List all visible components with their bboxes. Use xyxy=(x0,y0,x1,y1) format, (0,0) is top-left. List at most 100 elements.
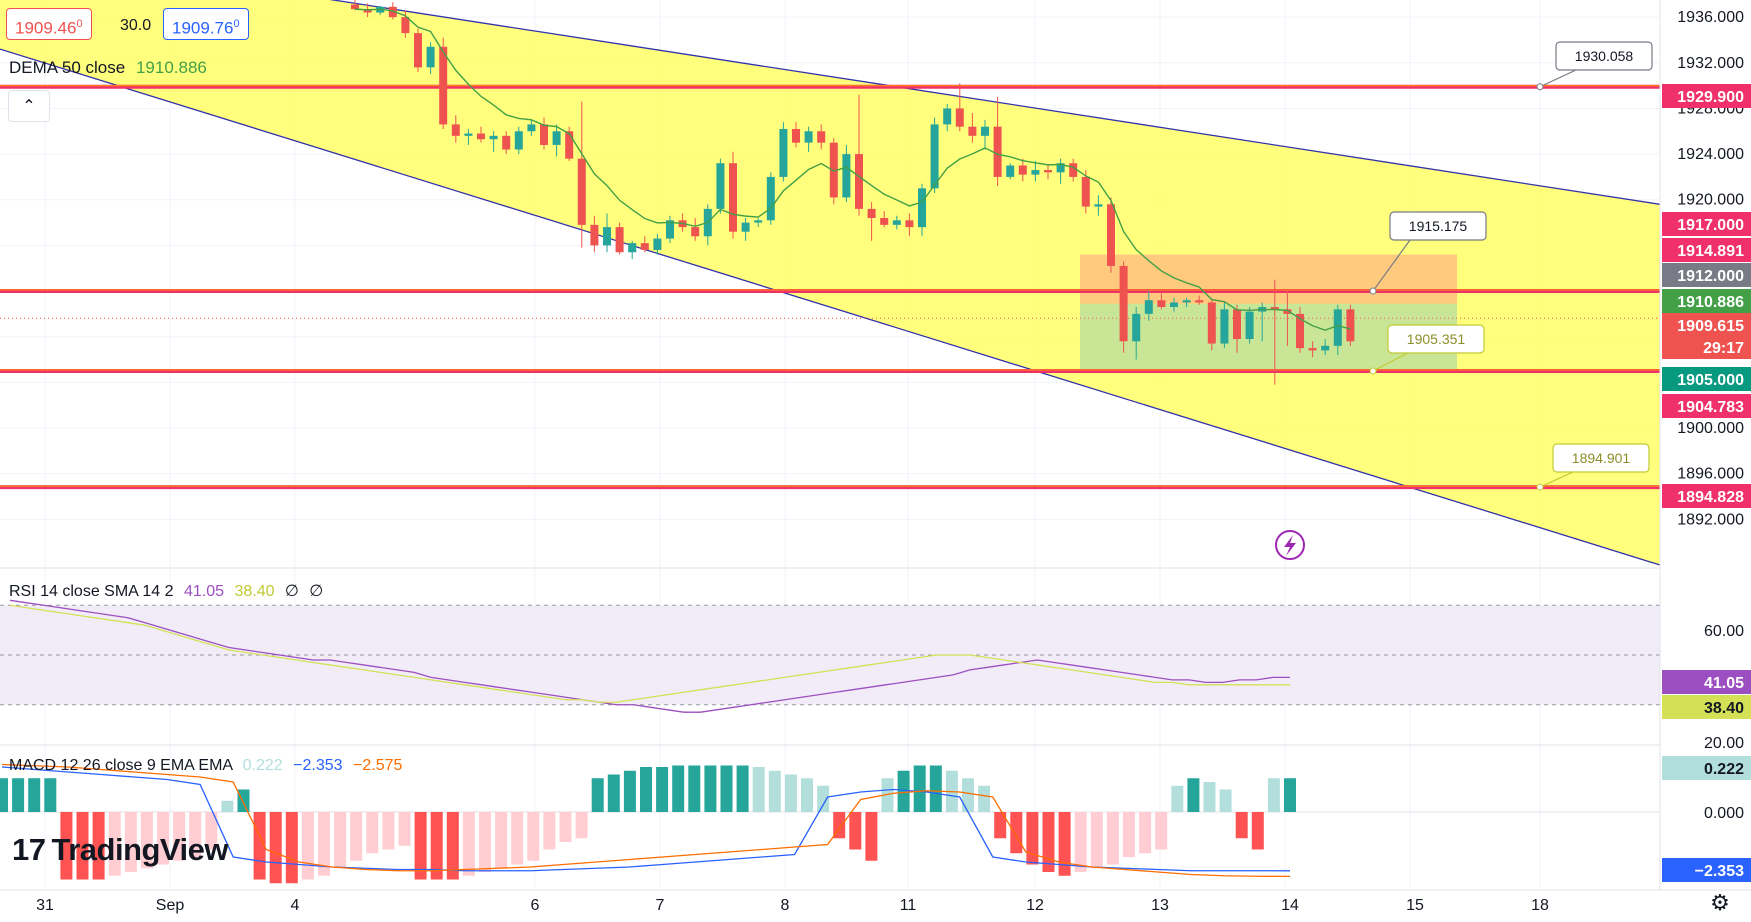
price-axes[interactable]: 1936.0001932.0001928.0001924.0001920.000… xyxy=(1659,0,1751,922)
price-tag-label: 1909.615 xyxy=(1677,318,1744,335)
time-tick: 4 xyxy=(291,897,300,914)
rsi-extra2: ∅ xyxy=(309,583,324,600)
macd-histogram-bar xyxy=(704,765,717,812)
candle-body xyxy=(817,131,826,143)
callout-anchor xyxy=(1536,83,1544,91)
price-tag-bg xyxy=(1662,367,1751,391)
rsi-sma-tag-label: 38.40 xyxy=(1704,700,1744,717)
macd-histogram-bar xyxy=(784,774,797,812)
macd-histogram-bar xyxy=(495,812,508,869)
macd-histogram-bar xyxy=(817,785,830,812)
macd-legend[interactable]: MACD 12 26 close 9 EMA EMA 0.222 −2.353 … xyxy=(9,757,402,775)
callout-pointer xyxy=(1372,239,1411,292)
candle-body xyxy=(804,131,813,143)
candle-body xyxy=(1308,348,1317,351)
macd-hist-value: 0.222 xyxy=(242,757,283,774)
stop-loss-zone xyxy=(1080,254,1457,304)
macd-histogram-bar xyxy=(881,778,894,812)
lightning-icon[interactable] xyxy=(1275,530,1305,560)
macd-histogram-bar xyxy=(28,778,41,812)
chevron-up-icon: ⌃ xyxy=(22,98,36,115)
horizontal-levels[interactable] xyxy=(0,84,1660,490)
callout-pointer xyxy=(1539,69,1577,88)
macd-histogram-bar xyxy=(527,812,540,861)
macd-histogram-bar xyxy=(1058,812,1071,876)
price-tag-bg xyxy=(1662,289,1751,313)
macd-histogram-bar xyxy=(1251,812,1264,850)
candle-body xyxy=(691,227,700,237)
macd-tick: 0.000 xyxy=(1704,805,1744,822)
macd-signal-value: −2.575 xyxy=(353,757,403,774)
macd-hist-tag-bg xyxy=(1662,756,1751,780)
channel-upper-line xyxy=(329,0,1661,205)
ask-price-box[interactable]: 1909.760 xyxy=(163,8,249,40)
bid-price: 1909.46 xyxy=(15,18,77,38)
candle-body xyxy=(1296,313,1304,349)
macd-histogram-bar xyxy=(205,812,218,850)
candle-body xyxy=(1346,309,1355,342)
callout-label: 1894.901 xyxy=(1572,450,1631,466)
candle-body xyxy=(867,208,876,219)
callout-anchor xyxy=(1536,483,1544,491)
macd-histogram-bar xyxy=(1026,812,1039,865)
price-tag-label: 1912.000 xyxy=(1677,268,1744,285)
price-tick: 1924.000 xyxy=(1677,146,1744,163)
tradingview-logo[interactable]: 17 TradingView xyxy=(12,832,229,868)
candle-body xyxy=(1170,302,1178,308)
candle-body xyxy=(502,135,511,150)
candlestick-series xyxy=(351,0,1355,385)
rsi-legend[interactable]: RSI 14 close SMA 14 2 41.05 38.40 ∅ ∅ xyxy=(9,581,323,601)
collapse-legend-button[interactable]: ⌃ xyxy=(8,90,50,122)
macd-histogram-bar xyxy=(446,812,459,880)
candle-body xyxy=(477,133,485,140)
macd-histogram-bar xyxy=(511,812,524,865)
candle-body xyxy=(955,108,964,127)
price-tick: 1932.000 xyxy=(1677,55,1744,72)
candle-body xyxy=(779,128,788,177)
settings-gear-icon[interactable]: ⚙ xyxy=(1710,890,1730,915)
callout-box xyxy=(1552,443,1650,473)
candle-body xyxy=(565,131,574,159)
candle-body xyxy=(855,154,863,209)
channel-lower-line xyxy=(0,48,1661,566)
macd-histogram-bar xyxy=(479,812,491,872)
macd-histogram-bar xyxy=(962,778,974,812)
rsi-line xyxy=(9,599,1290,713)
macd-histogram-bar xyxy=(92,812,105,880)
macd-histogram-bar xyxy=(124,812,137,872)
macd-histogram-bar xyxy=(269,812,282,884)
time-axis[interactable]: 31 Sep 4 6 7 8 11 12 13 14 15 18 xyxy=(0,889,1751,914)
macd-histogram-bar xyxy=(1123,812,1135,857)
macd-histogram-bar xyxy=(0,778,8,812)
dema-legend[interactable]: DEMA 50 close 1910.886 xyxy=(9,58,207,78)
price-callouts[interactable]: 1930.058 1915.175 1905.351 1894.901 xyxy=(1369,41,1653,491)
macd-histogram-bar xyxy=(1267,778,1280,812)
candle-body xyxy=(401,17,410,34)
macd-histogram-bar xyxy=(865,812,878,861)
candle-body xyxy=(426,46,435,68)
macd-histogram-bar xyxy=(1074,812,1087,872)
macd-histogram-bar xyxy=(76,812,89,880)
candle-body xyxy=(741,222,750,232)
candle-body xyxy=(628,243,637,253)
price-tick: 1892.000 xyxy=(1677,511,1744,528)
rsi-extra1: ∅ xyxy=(284,583,299,600)
candle-body xyxy=(792,128,800,143)
macd-histogram-bar xyxy=(414,812,427,880)
candle-body xyxy=(1056,163,1065,173)
candle-body xyxy=(754,220,763,223)
macd-histogram-bar xyxy=(559,812,572,842)
callout-pointer xyxy=(1372,352,1409,372)
macd-histogram-bar xyxy=(897,770,910,812)
macd-histogram-bar xyxy=(543,812,556,850)
candle-body xyxy=(729,163,737,232)
macd-histogram-bar xyxy=(1203,782,1216,812)
descending-channel[interactable] xyxy=(0,0,1661,566)
bid-price-box[interactable]: 1909.460 xyxy=(6,8,92,40)
candle-body xyxy=(451,124,460,136)
dema-label: DEMA 50 close xyxy=(9,58,126,77)
macd-histogram-bar xyxy=(1219,789,1232,812)
candle-body xyxy=(943,108,952,125)
macd-histogram-bar xyxy=(140,812,153,869)
